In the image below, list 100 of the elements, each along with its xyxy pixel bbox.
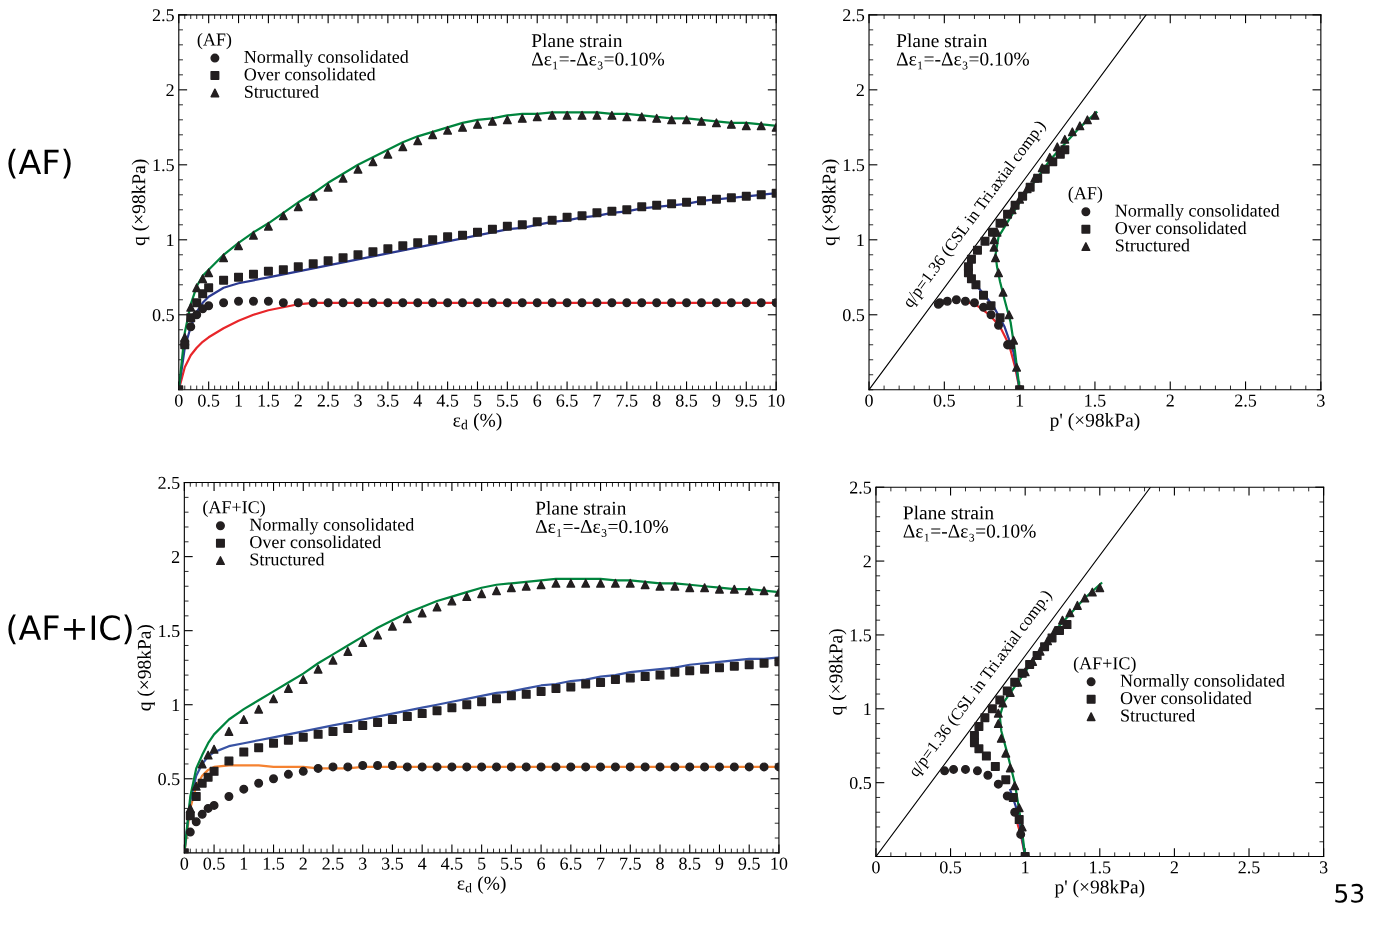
x-tick-label: 3 (1317, 394, 1325, 407)
legend-label: Structured (1121, 708, 1196, 722)
x-tick-label: 4 (413, 394, 422, 407)
x-tick-label: 7 (597, 857, 605, 870)
x-tick-label: 5.5 (497, 394, 518, 407)
x-tick-label: 4 (418, 857, 427, 870)
x-tick-label: 9 (715, 857, 724, 870)
x-tick-label: 1 (235, 394, 242, 407)
x-tick-label: 2 (1170, 861, 1178, 874)
legend-label: Structured (245, 85, 319, 98)
legend-title: (AF+IC) (203, 500, 265, 517)
x-tick-label: 9 (712, 394, 721, 407)
x-tick-label: 3 (1319, 861, 1328, 874)
x-tick-label: 3 (354, 394, 362, 407)
x-tick-label: 6.5 (560, 857, 582, 870)
x-tick-label: 8 (656, 857, 664, 870)
x-tick-label: 7.5 (620, 857, 641, 870)
legend-label: Normally consolidated (1120, 674, 1285, 691)
y-tick-label: 0.5 (842, 309, 865, 322)
x-tick-label: 4.5 (440, 857, 463, 870)
text: (AF) (8, 148, 71, 179)
x-tick-label: 6 (533, 394, 542, 407)
y-tick-label: 1 (167, 234, 174, 247)
x-tick-label: 0 (865, 394, 873, 407)
x-tick-label: 8 (652, 394, 661, 407)
legend-label: Over consolidated (1120, 691, 1252, 705)
x-tick-label: 9.5 (735, 394, 757, 407)
x-tick-label: 7.5 (616, 394, 638, 407)
x-axis-title: ε$_{d}$ (%) (453, 413, 502, 431)
text: 53 (1335, 883, 1364, 903)
x-tick-label: 0 (174, 394, 183, 407)
y-tick-label: 2.5 (152, 9, 174, 22)
y-axis-title: q (×98kPa) (137, 624, 155, 711)
x-axis-title: ε$_{d}$ (%) (457, 876, 506, 894)
x-tick-label: 3 (359, 857, 367, 870)
y-tick-label: 1 (864, 703, 871, 716)
y-tick-label: 0.5 (849, 776, 872, 790)
x-tick-label: 10 (771, 857, 788, 870)
x-tick-label: 0.5 (198, 394, 220, 407)
annotation: Plane strain Δε₁=-Δε₃=0.10% (903, 505, 1036, 542)
x-tick-label: 2.5 (317, 394, 339, 407)
x-tick-label: 0.5 (933, 394, 955, 407)
legend-label: Normally consolidated (244, 50, 409, 67)
y-tick-label: 2 (856, 84, 864, 97)
y-axis-title: q (×98kPa) (131, 159, 150, 246)
x-tick-label: 10 (768, 394, 785, 407)
y-axis-title: q (×98kPa) (828, 629, 847, 715)
x-tick-label: 7 (593, 394, 601, 407)
x-tick-label: 1 (1016, 394, 1024, 407)
y-tick-label: 2 (166, 84, 174, 97)
legend-title: (AF) (197, 32, 232, 50)
annotation: Plane strain Δε₁=-Δε₃=0.10% (535, 501, 669, 537)
x-tick-label: 2 (1166, 394, 1174, 407)
x-tick-label: 1.5 (1085, 394, 1106, 407)
x-tick-label: 5.5 (501, 857, 522, 870)
legend-label: Structured (1115, 238, 1190, 252)
x-tick-label: 2.5 (322, 857, 344, 870)
legend-title: (AF) (1068, 186, 1103, 203)
legend-label: Over consolidated (1115, 221, 1247, 235)
y-tick-label: 2.5 (850, 481, 872, 494)
x-axis-title: p' (×98kPa) (1049, 413, 1140, 431)
x-tick-label: 3.5 (377, 394, 399, 407)
x-tick-label: 1.5 (1090, 861, 1111, 874)
x-tick-label: 0.5 (939, 861, 962, 874)
y-tick-label: 1 (857, 234, 864, 247)
x-tick-label: 0 (872, 861, 880, 874)
x-tick-label: 1.5 (258, 394, 279, 407)
x-tick-label: 1 (1022, 861, 1029, 874)
y-tick-label: 2 (863, 555, 871, 568)
legend-label: Structured (250, 552, 325, 566)
legend-label: Over consolidated (244, 67, 376, 81)
x-tick-label: 0 (180, 857, 189, 870)
x-tick-label: 0.5 (203, 857, 225, 870)
x-tick-label: 1 (240, 857, 248, 870)
x-tick-label: 5 (474, 394, 482, 407)
annotation: Plane strain Δε₁=-Δε₃=0.10% (896, 33, 1029, 70)
y-tick-label: 1 (172, 699, 180, 711)
y-tick-label: 1.5 (159, 625, 180, 638)
annotation: Plane strain Δε₁=-Δε₃=0.10% (531, 33, 665, 70)
y-tick-label: 1.5 (153, 159, 174, 172)
y-tick-label: 0.5 (152, 309, 174, 322)
x-axis-title: p' (×98kPa) (1054, 879, 1145, 898)
y-tick-label: 1.5 (850, 629, 872, 642)
text: (AF+IC) (8, 614, 132, 645)
y-tick-label: 2.5 (843, 9, 865, 22)
x-tick-label: 1.5 (263, 857, 285, 870)
x-tick-label: 8.5 (675, 394, 698, 407)
x-tick-label: 9.5 (738, 857, 760, 870)
x-tick-label: 6 (537, 857, 546, 870)
x-tick-label: 3.5 (382, 857, 404, 870)
legend-label: Normally consolidated (1115, 204, 1280, 221)
y-tick-label: 2 (171, 550, 180, 563)
x-tick-label: 2 (294, 394, 302, 407)
legend-title: (AF+IC) (1073, 656, 1136, 674)
legend-label: Normally consolidated (249, 518, 415, 535)
y-axis-title: q (×98kPa) (821, 159, 840, 246)
x-tick-label: 8.5 (679, 857, 701, 870)
y-tick-label: 1.5 (843, 159, 865, 172)
x-tick-label: 2.5 (1238, 861, 1260, 874)
x-tick-label: 6.5 (556, 394, 578, 407)
